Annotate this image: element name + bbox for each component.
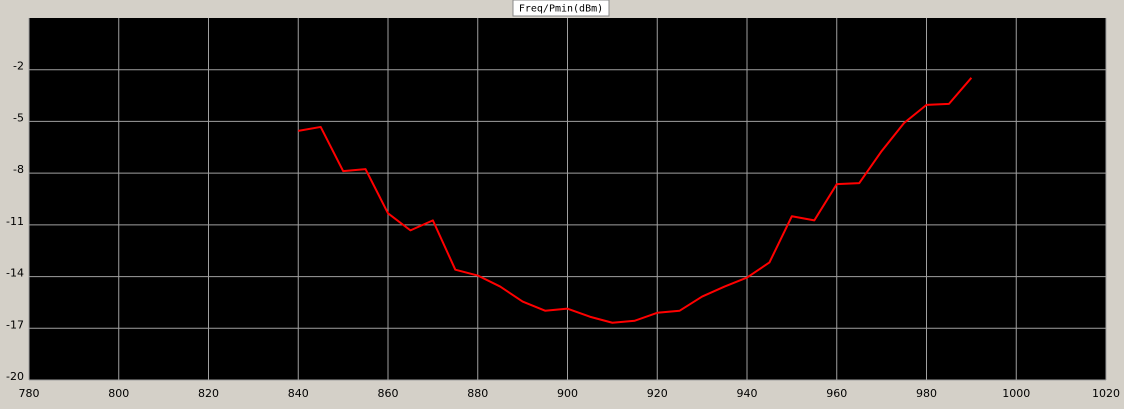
chart-title: Freq/Pmin(dBm)	[519, 4, 603, 15]
x-tick-label: 900	[557, 387, 578, 400]
y-tick-label: -17	[6, 318, 24, 331]
x-tick-label: 960	[826, 387, 847, 400]
x-tick-label: 840	[288, 387, 309, 400]
x-tick-label: 880	[467, 387, 488, 400]
y-tick-label: -8	[13, 163, 24, 176]
x-tick-label: 860	[378, 387, 399, 400]
x-tick-label: 820	[198, 387, 219, 400]
x-tick-label: 940	[737, 387, 758, 400]
title-box	[512, 0, 610, 17]
y-tick-label: -2	[13, 60, 24, 73]
x-tick-label: 800	[108, 387, 129, 400]
y-tick-label: -5	[13, 111, 24, 124]
y-tick-label: -14	[6, 267, 24, 280]
x-tick-label: 1020	[1092, 387, 1120, 400]
x-tick-label: 1000	[1002, 387, 1030, 400]
x-tick-label: 780	[19, 387, 40, 400]
data-line	[298, 77, 973, 324]
y-tick-label: -11	[6, 215, 24, 228]
y-tick-label: -20	[6, 370, 24, 383]
x-tick-label: 980	[916, 387, 937, 400]
x-tick-label: 920	[647, 387, 668, 400]
